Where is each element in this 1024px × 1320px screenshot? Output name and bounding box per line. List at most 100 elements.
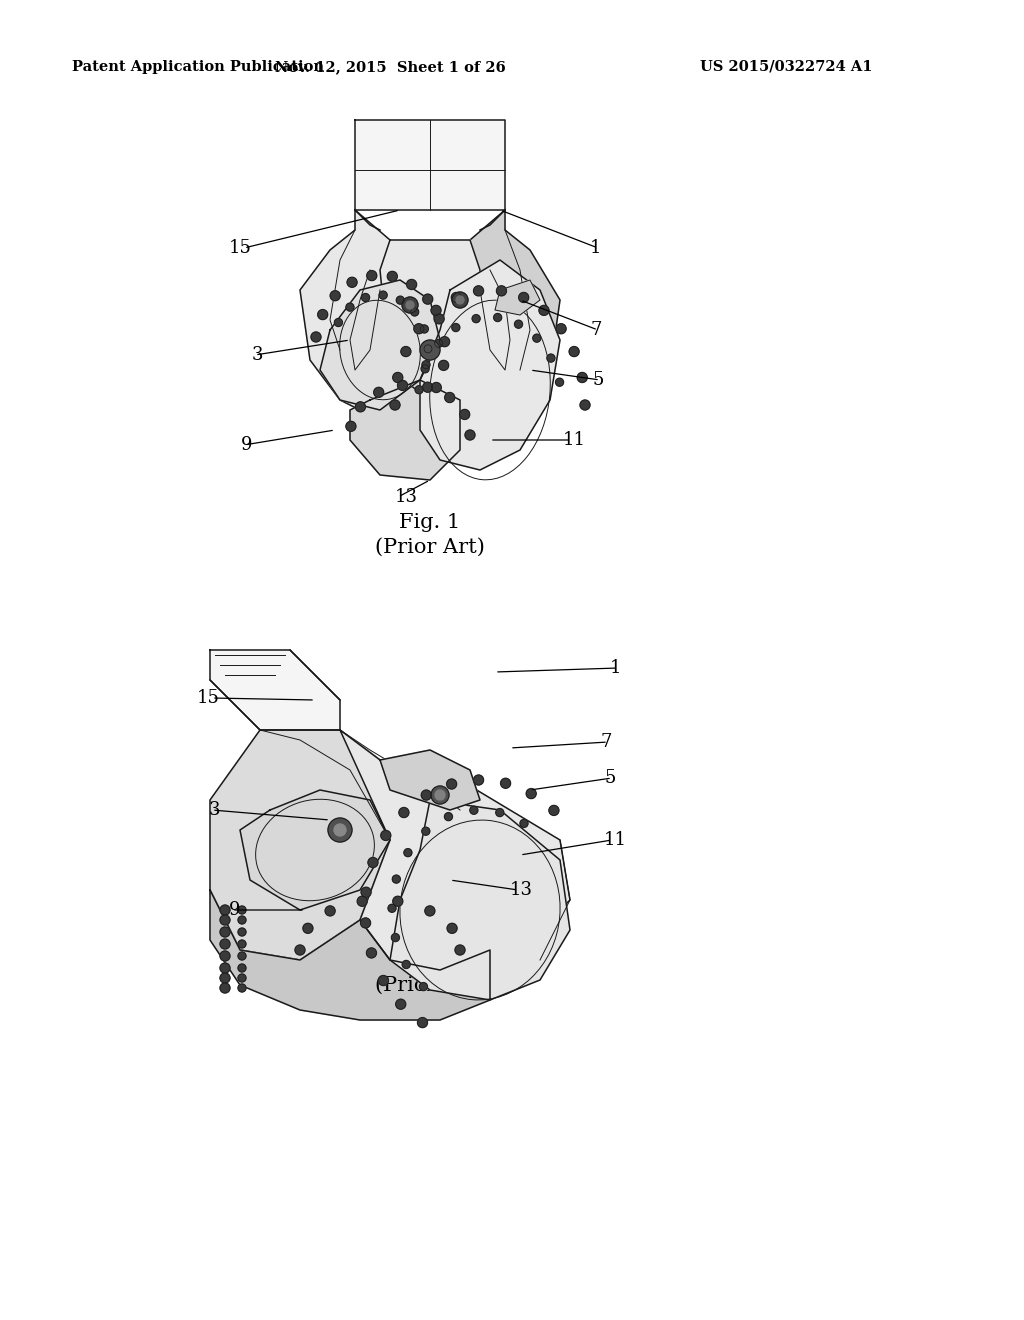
Text: 15: 15 [229, 239, 252, 257]
Circle shape [397, 380, 408, 391]
Circle shape [388, 904, 396, 912]
Circle shape [414, 323, 424, 334]
Circle shape [497, 286, 507, 296]
Circle shape [220, 906, 230, 915]
Circle shape [406, 301, 414, 309]
Polygon shape [380, 240, 480, 400]
Circle shape [580, 400, 590, 411]
Circle shape [420, 325, 428, 333]
Text: 11: 11 [563, 432, 586, 449]
Circle shape [311, 331, 321, 342]
Circle shape [402, 297, 418, 313]
Circle shape [473, 775, 483, 785]
Circle shape [220, 964, 230, 973]
Circle shape [379, 292, 387, 300]
Circle shape [411, 308, 419, 315]
Circle shape [470, 807, 478, 814]
Circle shape [387, 272, 397, 281]
Circle shape [438, 360, 449, 371]
Circle shape [346, 304, 354, 312]
Circle shape [532, 334, 541, 342]
Circle shape [444, 392, 455, 403]
Circle shape [367, 271, 377, 281]
Circle shape [347, 277, 357, 288]
Circle shape [326, 906, 335, 916]
Circle shape [367, 948, 377, 958]
Text: Patent Application Publication: Patent Application Publication [72, 59, 324, 74]
Circle shape [452, 293, 462, 302]
Circle shape [238, 983, 246, 993]
Circle shape [220, 973, 230, 983]
Circle shape [431, 305, 441, 315]
Circle shape [434, 339, 442, 347]
Circle shape [452, 323, 460, 331]
Text: 7: 7 [590, 321, 601, 339]
Circle shape [295, 945, 305, 954]
Circle shape [494, 314, 502, 322]
Circle shape [514, 321, 522, 329]
Circle shape [431, 383, 441, 392]
Circle shape [549, 805, 559, 816]
Polygon shape [210, 649, 340, 730]
Circle shape [360, 917, 371, 928]
Text: Fig. 1: Fig. 1 [399, 512, 461, 532]
Circle shape [526, 788, 537, 799]
Circle shape [407, 280, 417, 289]
Circle shape [431, 785, 449, 804]
Text: 9: 9 [241, 436, 252, 454]
Text: US 2015/0322724 A1: US 2015/0322724 A1 [700, 59, 872, 74]
Circle shape [238, 906, 246, 913]
Text: 5: 5 [592, 371, 603, 389]
Text: 1: 1 [590, 239, 601, 257]
Circle shape [446, 779, 457, 789]
Circle shape [434, 314, 444, 323]
Polygon shape [319, 280, 440, 411]
Circle shape [334, 824, 346, 836]
Circle shape [539, 305, 549, 315]
Circle shape [447, 923, 457, 933]
Circle shape [423, 294, 433, 304]
Circle shape [435, 789, 445, 800]
Circle shape [501, 779, 511, 788]
Polygon shape [210, 890, 490, 1020]
Circle shape [395, 999, 406, 1010]
Circle shape [556, 379, 563, 387]
Polygon shape [210, 730, 390, 960]
Circle shape [452, 292, 468, 308]
Circle shape [547, 354, 555, 362]
Circle shape [368, 858, 378, 867]
Circle shape [220, 939, 230, 949]
Circle shape [238, 952, 246, 960]
Circle shape [381, 830, 391, 841]
Circle shape [220, 915, 230, 925]
Circle shape [220, 950, 230, 961]
Circle shape [393, 896, 402, 907]
Circle shape [473, 286, 483, 296]
Circle shape [456, 296, 464, 304]
Circle shape [465, 430, 475, 440]
Circle shape [361, 887, 371, 898]
Circle shape [361, 293, 370, 301]
Circle shape [422, 360, 430, 368]
Text: 13: 13 [510, 880, 534, 899]
Circle shape [238, 940, 246, 948]
Circle shape [391, 933, 399, 941]
Circle shape [444, 813, 453, 821]
Circle shape [390, 400, 400, 411]
Circle shape [328, 818, 352, 842]
Circle shape [335, 318, 342, 326]
Circle shape [238, 916, 246, 924]
Text: 3: 3 [209, 801, 220, 818]
Circle shape [569, 347, 580, 356]
Circle shape [220, 927, 230, 937]
Circle shape [556, 323, 566, 334]
Polygon shape [350, 380, 460, 480]
Circle shape [238, 974, 246, 982]
Circle shape [418, 1018, 427, 1027]
Circle shape [357, 896, 368, 907]
Circle shape [519, 293, 528, 302]
Circle shape [455, 945, 465, 954]
Circle shape [402, 961, 411, 969]
Circle shape [403, 849, 412, 857]
Circle shape [422, 828, 430, 836]
